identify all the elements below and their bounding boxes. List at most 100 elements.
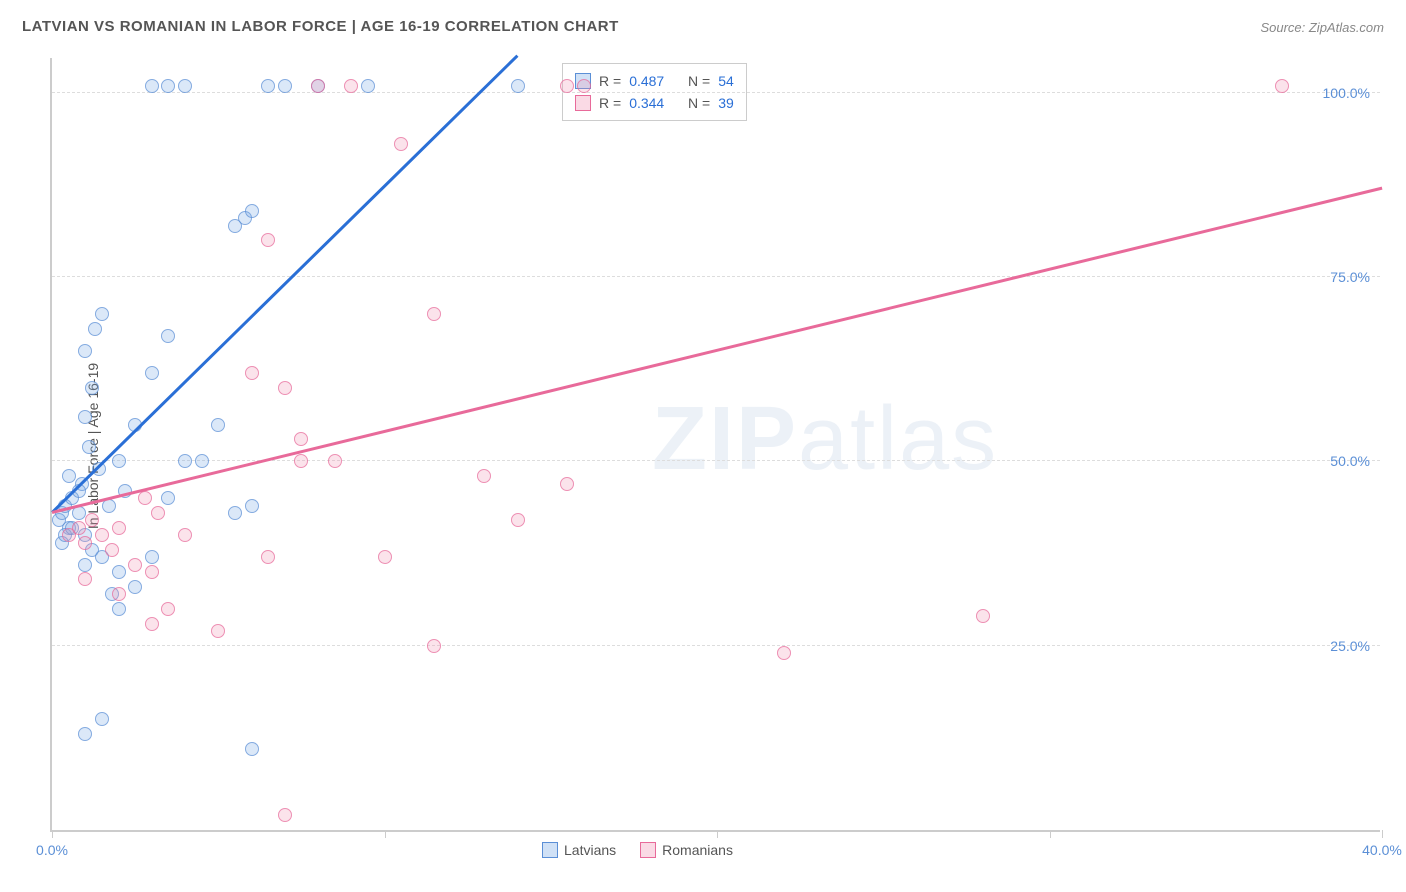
- r-label: R =: [599, 70, 621, 92]
- scatter-point: [560, 477, 574, 491]
- r-value-latvians: 0.487: [629, 70, 664, 92]
- n-value-romanians: 39: [718, 92, 734, 114]
- scatter-point: [361, 79, 375, 93]
- scatter-point: [211, 624, 225, 638]
- scatter-point: [161, 602, 175, 616]
- scatter-point: [211, 418, 225, 432]
- watermark-light: atlas: [798, 389, 998, 489]
- scatter-point: [344, 79, 358, 93]
- scatter-point: [151, 506, 165, 520]
- watermark-bold: ZIP: [652, 389, 798, 489]
- scatter-point: [145, 366, 159, 380]
- scatter-point: [427, 307, 441, 321]
- x-tick: [1382, 830, 1383, 838]
- scatter-point: [311, 79, 325, 93]
- scatter-point: [78, 572, 92, 586]
- y-tick-label: 75.0%: [1330, 269, 1370, 285]
- scatter-point: [145, 617, 159, 631]
- x-tick: [717, 830, 718, 838]
- series-name-romanians: Romanians: [662, 842, 733, 858]
- chart-title: LATVIAN VS ROMANIAN IN LABOR FORCE | AGE…: [22, 18, 619, 35]
- scatter-point: [88, 322, 102, 336]
- gridline-horizontal: [52, 92, 1380, 93]
- scatter-point: [95, 528, 109, 542]
- title-bar: LATVIAN VS ROMANIAN IN LABOR FORCE | AGE…: [22, 18, 1384, 48]
- scatter-point: [112, 587, 126, 601]
- scatter-point: [511, 513, 525, 527]
- stats-legend-row: R = 0.344 N = 39: [575, 92, 734, 114]
- scatter-point: [62, 469, 76, 483]
- scatter-point: [245, 742, 259, 756]
- scatter-point: [294, 454, 308, 468]
- legend-swatch-latvians: [542, 842, 558, 858]
- scatter-point: [85, 513, 99, 527]
- scatter-point: [112, 565, 126, 579]
- scatter-point: [394, 137, 408, 151]
- x-tick-label: 0.0%: [36, 842, 68, 858]
- scatter-point: [82, 440, 96, 454]
- r-label: R =: [599, 92, 621, 114]
- y-tick-label: 50.0%: [1330, 453, 1370, 469]
- scatter-point: [95, 712, 109, 726]
- scatter-point: [245, 366, 259, 380]
- y-tick-label: 25.0%: [1330, 638, 1370, 654]
- scatter-plot-area: ZIPatlas R = 0.487 N = 54 R = 0.344 N = …: [50, 58, 1380, 832]
- series-legend-item: Latvians: [542, 842, 616, 858]
- source-name: ZipAtlas.com: [1309, 20, 1384, 35]
- scatter-point: [427, 639, 441, 653]
- r-value-romanians: 0.344: [629, 92, 664, 114]
- scatter-point: [577, 79, 591, 93]
- n-value-latvians: 54: [718, 70, 734, 92]
- x-tick: [1050, 830, 1051, 838]
- scatter-point: [245, 499, 259, 513]
- scatter-point: [245, 204, 259, 218]
- scatter-point: [511, 79, 525, 93]
- n-label: N =: [688, 70, 710, 92]
- scatter-point: [328, 454, 342, 468]
- x-tick-label: 40.0%: [1362, 842, 1402, 858]
- x-tick: [385, 830, 386, 838]
- scatter-point: [105, 543, 119, 557]
- scatter-point: [976, 609, 990, 623]
- watermark: ZIPatlas: [652, 388, 998, 491]
- scatter-point: [777, 646, 791, 660]
- legend-swatch-romanians: [575, 95, 591, 111]
- scatter-point: [72, 521, 86, 535]
- x-tick: [52, 830, 53, 838]
- scatter-point: [178, 454, 192, 468]
- scatter-point: [128, 558, 142, 572]
- scatter-point: [228, 506, 242, 520]
- scatter-point: [161, 491, 175, 505]
- scatter-point: [161, 329, 175, 343]
- scatter-point: [178, 528, 192, 542]
- scatter-point: [78, 558, 92, 572]
- scatter-point: [128, 580, 142, 594]
- scatter-point: [95, 307, 109, 321]
- scatter-point: [278, 381, 292, 395]
- stats-legend-row: R = 0.487 N = 54: [575, 70, 734, 92]
- scatter-point: [378, 550, 392, 564]
- scatter-point: [78, 410, 92, 424]
- y-tick-label: 100.0%: [1323, 85, 1370, 101]
- scatter-point: [145, 79, 159, 93]
- scatter-point: [161, 79, 175, 93]
- scatter-point: [112, 454, 126, 468]
- gridline-horizontal: [52, 276, 1380, 277]
- series-legend-item: Romanians: [640, 842, 733, 858]
- scatter-point: [560, 79, 574, 93]
- series-name-latvians: Latvians: [564, 842, 616, 858]
- scatter-point: [278, 808, 292, 822]
- source-attribution: Source: ZipAtlas.com: [1260, 20, 1384, 35]
- scatter-point: [477, 469, 491, 483]
- scatter-point: [78, 344, 92, 358]
- scatter-point: [112, 521, 126, 535]
- n-label: N =: [688, 92, 710, 114]
- scatter-point: [78, 727, 92, 741]
- scatter-point: [261, 79, 275, 93]
- scatter-point: [85, 381, 99, 395]
- scatter-point: [145, 550, 159, 564]
- scatter-point: [195, 454, 209, 468]
- scatter-point: [261, 233, 275, 247]
- legend-swatch-romanians: [640, 842, 656, 858]
- gridline-horizontal: [52, 645, 1380, 646]
